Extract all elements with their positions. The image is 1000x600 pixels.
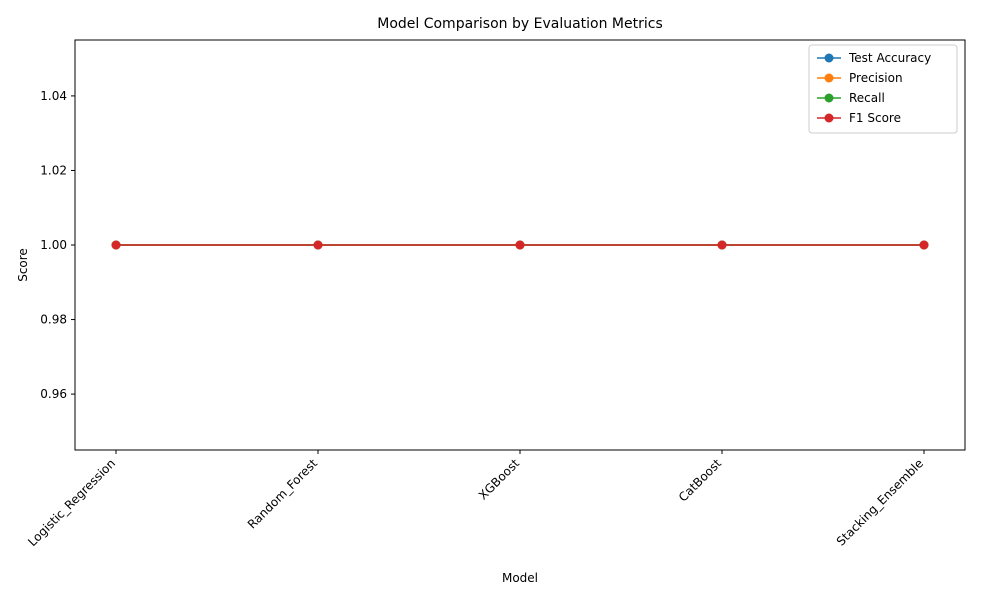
x-axis: Logistic_Regression Random_Forest XGBoost C…	[25, 450, 926, 549]
x-tick-label: Logistic_Regression	[25, 456, 118, 549]
data-point	[717, 240, 727, 250]
legend-label: F1 Score	[849, 111, 901, 125]
y-tick-label: 1.00	[40, 238, 67, 252]
legend-marker	[824, 53, 834, 63]
legend-marker	[824, 113, 834, 123]
legend: Test Accuracy Precision Recall F1 Score	[808, 44, 958, 134]
plot-area	[74, 39, 966, 451]
data-point	[313, 240, 323, 250]
y-axis: 0.96 0.98 1.00 1.02 1.04	[40, 89, 75, 401]
legend-label: Precision	[849, 71, 903, 85]
legend-marker	[824, 73, 834, 83]
x-tick-label: Random_Forest	[245, 456, 321, 532]
data-point	[515, 240, 525, 250]
y-tick-label: 1.04	[40, 89, 67, 103]
data-point	[919, 240, 929, 250]
legend-box	[808, 44, 958, 134]
legend-marker	[824, 93, 834, 103]
y-tick-label: 0.96	[40, 387, 67, 401]
data-point	[111, 240, 121, 250]
chart-title: Model Comparison by Evaluation Metrics	[377, 16, 663, 32]
x-tick-label: XGBoost	[476, 456, 522, 502]
legend-label: Recall	[849, 91, 885, 105]
y-tick-label: 1.02	[40, 163, 67, 177]
x-axis-label: Model	[502, 571, 538, 585]
legend-label: Test Accuracy	[848, 51, 931, 65]
x-tick-label: CatBoost	[676, 456, 725, 505]
y-axis-label: Score	[16, 248, 30, 282]
y-tick-label: 0.98	[40, 313, 67, 327]
x-tick-label: Stacking_Ensemble	[834, 456, 926, 548]
